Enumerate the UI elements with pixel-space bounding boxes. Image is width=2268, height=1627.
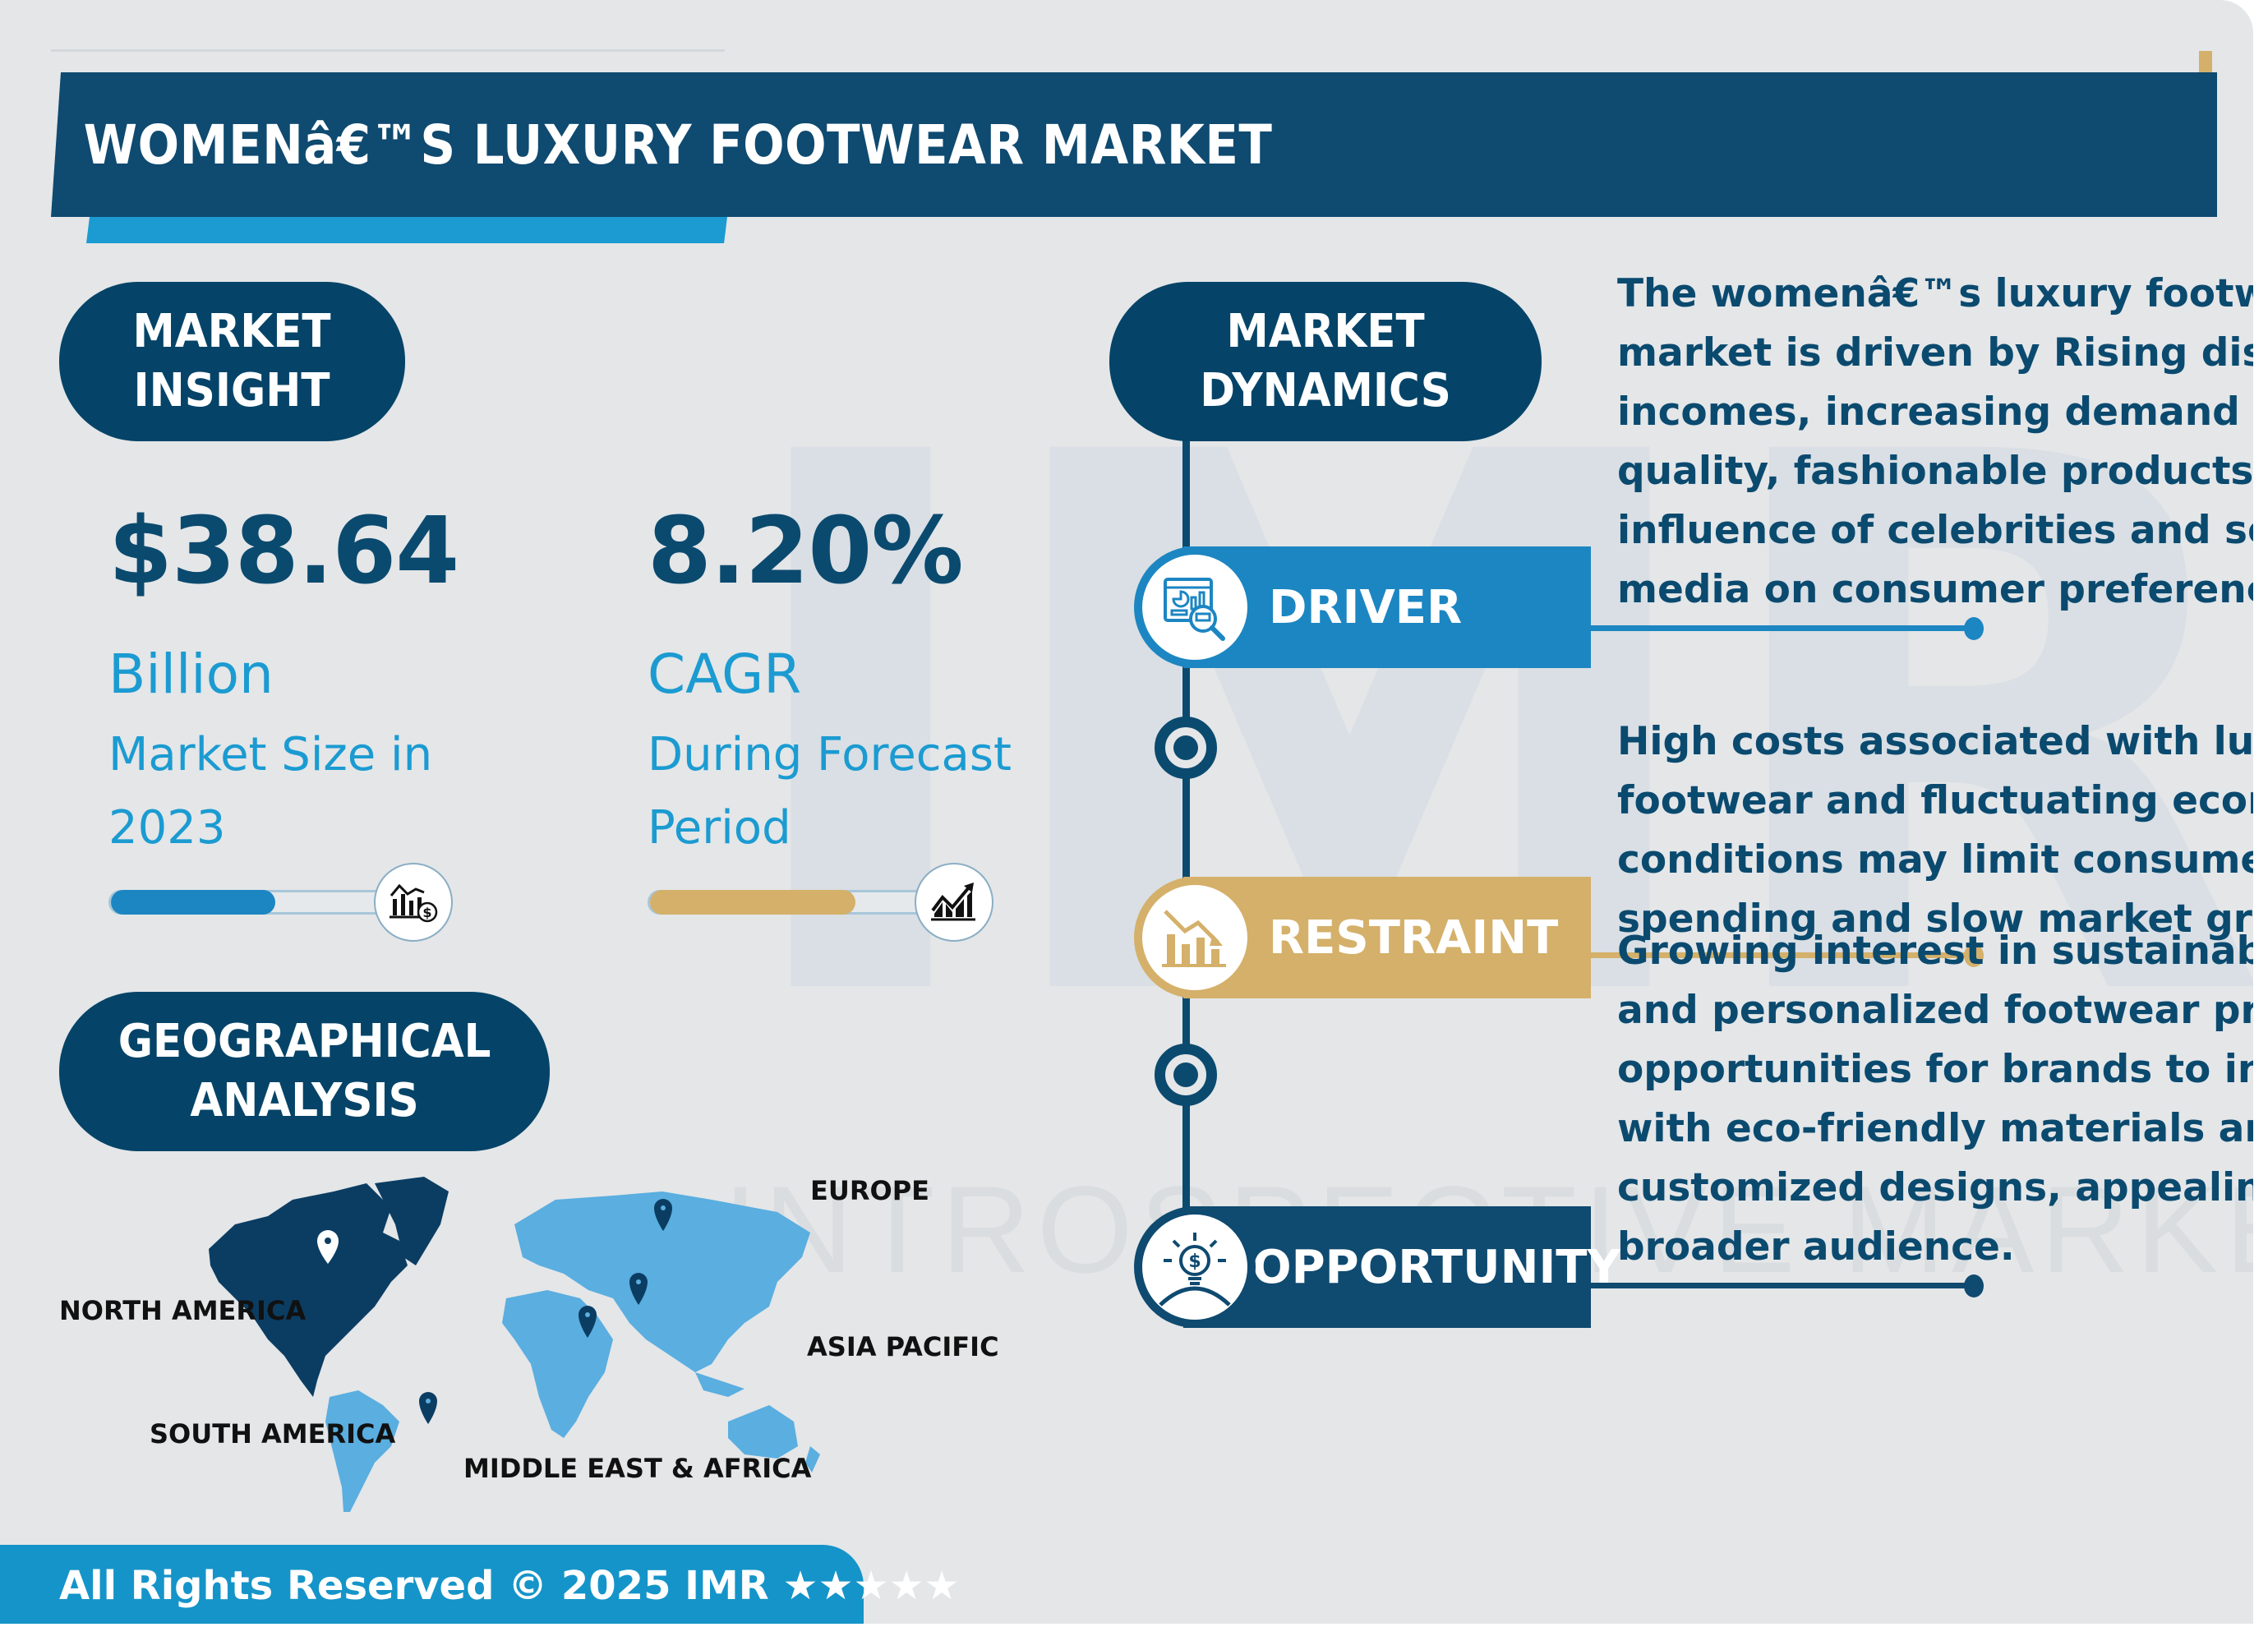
description-line: influence of celebrities and social (1617, 508, 2253, 553)
region-label-middle-east-africa: MIDDLE EAST & AFRICA (463, 1453, 812, 1484)
description-line: broader audience. (1617, 1224, 2015, 1270)
region-label-asia-pacific: ASIA PACIFIC (807, 1331, 999, 1362)
driver-connector-dot (1964, 617, 1984, 640)
description-line: market is driven by Rising disposable (1617, 330, 2253, 376)
title-accent-strip (86, 217, 727, 243)
cagr-progress-fill (650, 890, 855, 915)
cagr-progress (648, 890, 960, 915)
heading-line: GEOGRAPHICAL (118, 1015, 491, 1068)
heading-line: MARKET (132, 305, 332, 358)
cagr-period: Period (648, 801, 791, 855)
lightbulb-dollar-icon: $ (1134, 1206, 1256, 1328)
footer-copyright: All Rights Reserved © 2025 IMR ★★★★★ (0, 1545, 960, 1624)
description-line: and personalized footwear presents (1617, 988, 2253, 1033)
chart-dollar-icon: $ (374, 863, 453, 942)
opportunity-connector (1591, 1283, 1969, 1288)
market-size-year: 2023 (108, 801, 226, 855)
description-line: footwear and fluctuating economic (1617, 778, 2253, 823)
cagr-unit: CAGR (648, 643, 802, 706)
region-sea-islands (695, 1372, 744, 1397)
copyright-text: All Rights Reserved © 2025 IMR ★★★★★ (59, 1563, 960, 1609)
pin-asia-pacific (629, 1273, 648, 1305)
restraint-label-box: RESTRAINT (1183, 877, 1591, 998)
region-label-europe: EUROPE (810, 1175, 929, 1206)
region-label-north-america: NORTH AMERICA (59, 1295, 307, 1326)
pin-north-america (317, 1230, 339, 1264)
heading-line: DYNAMICS (1200, 364, 1451, 417)
pin-middle-east-africa (579, 1306, 597, 1338)
analytics-magnifier-icon (1134, 546, 1256, 668)
heading-line: ANALYSIS (190, 1074, 419, 1127)
market-size-unit: Billion (108, 643, 274, 706)
region-australia (728, 1405, 798, 1459)
description-line: opportunities for brands to innovate (1617, 1047, 2253, 1092)
timeline-node (1155, 717, 1217, 779)
cagr-value: 8.20% (648, 498, 964, 605)
region-eurasia (514, 1191, 810, 1372)
opportunity-label-box: OPPORTUNITY (1183, 1206, 1620, 1328)
page-title: WOMENâ€™S LUXURY FOOTWEAR MARKET (83, 113, 1273, 177)
heading-line: INSIGHT (133, 364, 331, 417)
description-line: quality, fashionable products, and the (1617, 449, 2253, 494)
restraint-label: RESTRAINT (1269, 910, 1559, 965)
driver-label: DRIVER (1269, 580, 1463, 634)
description-line: media on consumer preferences. (1617, 567, 2253, 612)
region-new-zealand (805, 1446, 820, 1473)
pin-south-america (419, 1392, 437, 1424)
title-banner: WOMENâ€™S LUXURY FOOTWEAR MARKET (51, 72, 2217, 217)
driver-description: The womenâ€™s luxury footwear market is … (1617, 265, 2253, 620)
description-line: customized designs, appealing to a (1617, 1165, 2253, 1210)
declining-chart-icon (1134, 877, 1256, 998)
timeline-line (1182, 436, 1190, 1224)
market-size-value: $38.64 (108, 498, 459, 605)
description-line: spending and slow market growth. (1617, 896, 2253, 942)
opportunity-label: OPPORTUNITY (1252, 1240, 1621, 1294)
heading-line: MARKET (1226, 305, 1425, 358)
cagr-label: During Forecast (648, 728, 1012, 781)
restraint-connector-dot (1964, 944, 1984, 967)
restraint-connector (1591, 952, 1969, 958)
description-line: The womenâ€™s luxury footwear (1617, 271, 2253, 316)
region-south-america (325, 1390, 399, 1512)
description-line: High costs associated with luxury (1617, 719, 2253, 764)
opportunity-description: Growing interest in sustainable fashion … (1617, 922, 2253, 1277)
market-size-label: Market Size in (108, 728, 433, 781)
market-size-progress-fill (111, 890, 275, 915)
header-top-divider (51, 49, 725, 52)
region-north-america (209, 1183, 408, 1397)
driver-connector (1591, 625, 1969, 631)
timeline-node (1155, 1044, 1217, 1106)
header-gold-accent (2199, 51, 2212, 76)
market-dynamics-heading: MARKET DYNAMICS (1109, 282, 1542, 441)
opportunity-connector-dot (1964, 1274, 1984, 1297)
region-africa (502, 1290, 613, 1438)
region-label-south-america: SOUTH AMERICA (150, 1418, 396, 1450)
description-line: conditions may limit consumer (1617, 837, 2253, 883)
market-size-progress (108, 890, 421, 915)
region-greenland (375, 1177, 449, 1265)
pin-europe (654, 1199, 672, 1231)
svg-text:$: $ (1188, 1251, 1201, 1272)
description-line: Growing interest in sustainable fashion (1617, 929, 2253, 974)
description-line: with eco-friendly materials and (1617, 1106, 2253, 1151)
svg-text:$: $ (422, 905, 431, 920)
growth-chart-icon (915, 863, 993, 942)
world-map (202, 1175, 991, 1520)
restraint-description: High costs associated with luxury footwe… (1617, 712, 2253, 949)
description-line: incomes, increasing demand for high- (1617, 389, 2253, 435)
market-insight-heading: MARKET INSIGHT (59, 282, 405, 441)
geographical-analysis-heading: GEOGRAPHICAL ANALYSIS (59, 992, 550, 1151)
